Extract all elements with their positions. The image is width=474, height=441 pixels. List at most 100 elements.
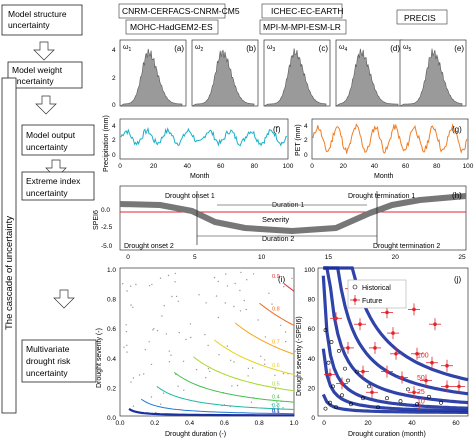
spei-xtick-25: 25 xyxy=(458,254,466,261)
precip-xtick-40: 40 xyxy=(184,163,192,170)
rp-future-point xyxy=(366,386,378,399)
stage-label-output-1: Model output xyxy=(26,130,76,140)
copula-contour-label: 0.9 xyxy=(272,274,280,280)
weight-panel-tag: (d) xyxy=(390,44,400,53)
copula-contour-label: 0.4 xyxy=(272,394,280,400)
rp-future-point xyxy=(441,359,453,372)
weight-distribution-area xyxy=(119,48,183,107)
rp-future-point xyxy=(429,318,441,331)
copula-sample-dot xyxy=(282,372,285,375)
copula-contour-label: 0.6 xyxy=(272,363,280,369)
rp-historical-point xyxy=(343,366,347,371)
copula-sample-dot xyxy=(123,346,125,348)
rp-historical-point xyxy=(337,348,341,353)
stage-label-extreme-2: uncertainty xyxy=(26,188,68,198)
rp-historical-point xyxy=(329,340,334,344)
model-box-ichec xyxy=(261,3,343,19)
copula-sample-dot xyxy=(190,336,192,339)
copula-sample-dot xyxy=(207,368,210,370)
rp-xlabel: Drought curation (month) xyxy=(348,431,426,438)
rp-xtick: 0 xyxy=(322,420,326,427)
weight-panel-2: ω2 (b) xyxy=(191,39,259,107)
model-box-mohc xyxy=(125,19,219,35)
rp-ytick: 80 xyxy=(308,297,316,304)
copula-sample-dot xyxy=(239,310,242,312)
copula-contour xyxy=(174,371,295,403)
pet-xtick-60: 60 xyxy=(402,163,410,170)
down-arrow-icon xyxy=(53,289,75,309)
duration2-label: Duration 2 xyxy=(262,236,294,243)
stage-box-multivariate xyxy=(21,339,97,383)
copula-sample-dot xyxy=(236,384,239,387)
pet-series-line xyxy=(312,123,468,154)
copula-sample-dot xyxy=(233,361,235,363)
cascade-side-box xyxy=(1,77,17,414)
copula-sample-dot xyxy=(218,354,220,356)
copula-sample-dot xyxy=(132,306,134,308)
copula-sample-dot xyxy=(177,300,179,302)
stage-box-weight xyxy=(7,61,83,89)
copula-sample-dot xyxy=(207,344,209,347)
rp-xtick: 60 xyxy=(452,420,460,427)
rp-xtick: 20 xyxy=(364,420,372,427)
precip-panel: (f) 4 2 0 0 20 40 60 80 100 Month Precipitati… xyxy=(103,115,294,180)
rp-future-point xyxy=(357,365,369,378)
copula-sample-dot xyxy=(168,361,171,363)
rp-future-point xyxy=(354,318,366,331)
precip-frame xyxy=(119,118,289,160)
rp-future-point xyxy=(408,303,420,316)
copula-sample-dot xyxy=(239,289,241,292)
copula-sample-dot xyxy=(130,381,132,383)
copula-ytick: 0.0 xyxy=(107,415,116,422)
spei-ylabel: SPEI6 xyxy=(93,210,100,230)
rp-future-point xyxy=(387,327,399,340)
rp-curve-label: 10 xyxy=(417,398,425,405)
copula-sample-dot xyxy=(148,341,150,343)
precip-ytick: 2 xyxy=(112,137,116,144)
rp-future-dot xyxy=(412,307,416,312)
spei-xtick-10: 10 xyxy=(258,254,266,261)
copula-xtick: 0.6 xyxy=(220,420,229,427)
copula-sample-dot xyxy=(135,283,137,286)
copula-sample-dot xyxy=(282,407,284,409)
spei-xtick-20: 20 xyxy=(392,254,400,261)
copula-sample-dot xyxy=(271,404,273,406)
rp-future-point xyxy=(381,306,393,319)
spei-xtick-15: 15 xyxy=(325,254,333,261)
copula-sample-dot xyxy=(213,276,216,279)
copula-sample-dot xyxy=(189,323,192,325)
rp-historical-point xyxy=(331,384,335,389)
model-label-mpi: MPI-M-MPI-ESM-LR xyxy=(263,22,341,32)
legend-historical: Historical xyxy=(362,285,391,292)
termination2-label: Drought termination 2 xyxy=(373,243,440,250)
copula-sample-dot xyxy=(252,273,255,275)
weight-distribution-area xyxy=(263,48,327,107)
rp-future-point xyxy=(342,341,354,354)
copula-sample-dot xyxy=(183,389,185,391)
copula-sample-dot xyxy=(274,374,276,377)
copula-sample-dot xyxy=(247,367,250,370)
copula-contour xyxy=(128,407,295,417)
copula-sample-dot xyxy=(195,368,198,371)
copula-sample-dot xyxy=(268,292,270,294)
rp-return-curve xyxy=(321,275,469,410)
stage-label-structure-1: Model structure xyxy=(8,9,67,19)
pet-xtick-20: 20 xyxy=(340,163,348,170)
weight-panel-1: ω1 (a) xyxy=(119,39,187,107)
copula-sample-dot xyxy=(257,319,259,321)
copula-sample-dot xyxy=(148,285,151,287)
copula-sample-dot xyxy=(168,350,170,352)
rp-future-dot xyxy=(340,381,344,386)
precip-xtick-60: 60 xyxy=(217,163,225,170)
rp-future-dot xyxy=(361,369,365,374)
rp-future-dot xyxy=(391,331,395,335)
copula-sample-dot xyxy=(132,405,135,407)
copula-sample-dot xyxy=(234,282,236,285)
rp-ytick: 60 xyxy=(308,326,316,333)
rp-curve-label: 5 xyxy=(417,402,421,409)
rp-future-point xyxy=(453,380,465,393)
rp-future-dot xyxy=(457,384,461,389)
pet-ytick: 2 xyxy=(304,137,308,144)
weight-ytick: 0 xyxy=(112,102,116,109)
